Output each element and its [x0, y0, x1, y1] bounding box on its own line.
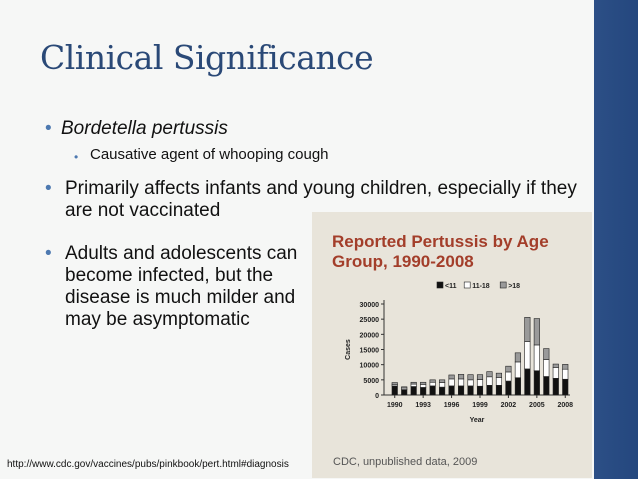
bar-1991 — [401, 389, 408, 396]
legend-label: >18 — [508, 283, 520, 290]
bar-2002 — [505, 365, 512, 373]
chart-source: CDC, unpublished data, 2009 — [333, 456, 478, 468]
bar-2002 — [505, 380, 512, 396]
bar-2000 — [486, 376, 493, 386]
bar-1995 — [439, 386, 446, 396]
legend-swatch — [436, 281, 444, 289]
bar-2004 — [524, 317, 531, 342]
y-axis-label: Cases — [345, 339, 352, 360]
bar-1998 — [467, 374, 474, 381]
bar-1993 — [420, 381, 427, 385]
bar-1995 — [439, 382, 446, 388]
bar-1999 — [476, 374, 484, 380]
bar-1992 — [410, 381, 417, 385]
bar-2006 — [543, 359, 550, 377]
bar-1993 — [420, 387, 427, 396]
bullet-text: Adults and adolescents can become infect… — [65, 243, 298, 330]
bar-2007 — [552, 363, 559, 368]
bar-2001 — [495, 377, 502, 386]
bar-1999 — [476, 385, 484, 396]
x-tick-label: 1990 — [387, 402, 403, 409]
bar-1996 — [448, 374, 455, 380]
bullet-infants: • Primarily affects infants and young ch… — [45, 178, 590, 222]
y-tick-label: 15000 — [360, 348, 380, 355]
pertussis-chart-figure: Reported Pertussis by Age Group, 1990-20… — [312, 212, 592, 478]
bar-1994 — [429, 385, 436, 396]
bar-2005 — [533, 318, 540, 346]
bar-2007 — [552, 367, 559, 379]
bar-2005 — [533, 370, 540, 396]
legend-label: <11 — [445, 283, 457, 290]
bullet-organism: • Bordetella pertussis — [45, 118, 228, 140]
bar-2006 — [543, 376, 550, 396]
bullet-text: Causative agent of whooping cough — [90, 146, 329, 163]
bar-1995 — [439, 379, 446, 383]
slide-side-bar — [594, 0, 638, 479]
y-tick-label: 5000 — [363, 378, 379, 385]
bar-2001 — [495, 372, 502, 378]
bar-2008 — [562, 378, 569, 396]
bullet-dot-icon: • — [74, 150, 79, 164]
bar-1992 — [410, 383, 417, 387]
slide-title: Clinical Significance — [40, 38, 374, 77]
y-tick-label: 25000 — [360, 317, 380, 324]
y-tick-label: 0 — [375, 393, 379, 400]
bar-2006 — [543, 348, 550, 360]
bar-2003 — [514, 377, 521, 396]
bar-2000 — [486, 384, 493, 396]
bar-2004 — [524, 341, 531, 370]
x-axis-label: Year — [470, 417, 485, 424]
sub-bullet-agent: • Causative agent of whooping cough — [74, 144, 329, 166]
bar-2005 — [533, 344, 540, 372]
bar-1997 — [458, 385, 465, 396]
y-tick-label: 30000 — [360, 302, 380, 309]
bar-1998 — [467, 379, 474, 387]
bar-1993 — [420, 384, 427, 388]
bullet-adults: • Adults and adolescents can become infe… — [45, 243, 335, 331]
bullet-dot-icon: • — [45, 118, 52, 139]
bar-1996 — [448, 378, 455, 387]
bar-1996 — [448, 385, 455, 396]
citation-link[interactable]: http://www.cdc.gov/vaccines/pubs/pinkboo… — [7, 459, 289, 470]
bar-2004 — [524, 368, 531, 396]
bar-2008 — [562, 368, 569, 380]
bullet-text: Primarily affects infants and young chil… — [65, 178, 577, 221]
bar-1992 — [410, 386, 417, 396]
bar-2007 — [552, 378, 559, 396]
bar-2008 — [562, 364, 569, 370]
legend-swatch — [499, 281, 507, 289]
bar-1990 — [391, 385, 398, 396]
x-tick-label: 2002 — [501, 402, 517, 409]
x-tick-label: 2005 — [529, 402, 545, 409]
bullet-dot-icon: • — [45, 178, 52, 199]
bar-1994 — [429, 379, 436, 383]
y-tick-label: 10000 — [360, 363, 380, 370]
bar-2003 — [514, 361, 521, 379]
pertussis-chart: 0 5000 10000 15000 20000 25000 30000 1990 1993 19… — [345, 281, 573, 424]
bar-2001 — [495, 384, 502, 396]
bar-1997 — [458, 378, 465, 387]
legend-swatch — [463, 281, 471, 289]
bar-1990 — [391, 382, 398, 385]
bullet-text: Bordetella pertussis — [61, 118, 228, 139]
bar-1999 — [476, 379, 484, 387]
bar-1998 — [467, 385, 474, 396]
bar-1991 — [401, 386, 408, 389]
bar-2003 — [514, 352, 521, 363]
x-tick-label: 1993 — [415, 402, 431, 409]
y-tick-label: 20000 — [360, 332, 380, 339]
bar-2000 — [486, 371, 493, 378]
bullet-dot-icon: • — [45, 243, 52, 264]
legend-label: 11-18 — [472, 283, 490, 290]
x-tick-label: 1996 — [444, 402, 460, 409]
x-tick-label: 2008 — [557, 402, 573, 409]
bar-2002 — [505, 371, 512, 382]
bar-1997 — [458, 374, 465, 380]
x-tick-label: 1999 — [472, 402, 488, 409]
bar-1994 — [429, 381, 436, 387]
chart-title: Reported Pertussis by Age Group, 1990-20… — [332, 232, 549, 271]
